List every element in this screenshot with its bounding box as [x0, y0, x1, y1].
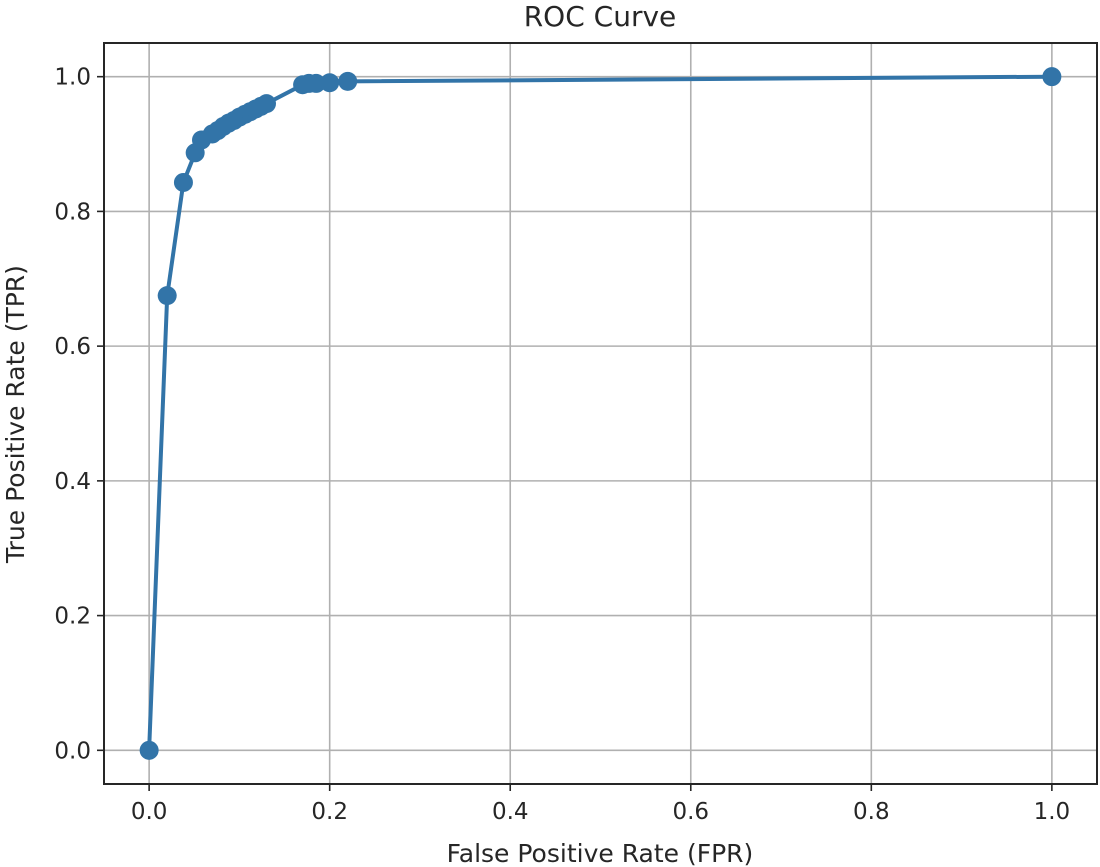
- x-tick-label-3: 0.6: [672, 799, 709, 825]
- axis-ticks: 0.0 0.2 0.4 0.6 0.8 1.0 0.0 0.2 0.4 0.6 0.8 1.0: [54, 65, 1070, 825]
- roc-curve-line: [147, 74, 1054, 753]
- x-tick-label-2: 0.4: [492, 799, 529, 825]
- roc-point-19: [320, 73, 340, 93]
- y-axis-title: True Positive Rate (TPR): [1, 265, 30, 564]
- plot-frame: [103, 42, 1098, 785]
- y-tick-label-2: 0.4: [54, 469, 91, 495]
- y-tick-label-3: 0.6: [54, 334, 91, 360]
- roc-point-15: [256, 94, 276, 114]
- y-tick-label-1: 0.2: [54, 604, 91, 630]
- roc-point-1: [157, 286, 177, 306]
- x-tick-label-1: 0.2: [311, 799, 348, 825]
- roc-point-18: [306, 73, 326, 93]
- x-axis-title: False Positive Rate (FPR): [447, 839, 754, 867]
- roc-point-2: [173, 172, 193, 192]
- chart-title: ROC Curve: [524, 0, 677, 33]
- x-tick-label-5: 1.0: [1034, 799, 1071, 825]
- roc-series: [139, 67, 1062, 760]
- x-tick-label-0: 0.0: [131, 799, 168, 825]
- y-tick-label-5: 1.0: [54, 65, 91, 91]
- y-tick-label-4: 0.8: [54, 199, 91, 225]
- grid-lines: [104, 43, 1097, 784]
- roc-point-21: [1042, 67, 1062, 87]
- roc-point-20: [338, 71, 358, 91]
- roc-point-0: [139, 740, 159, 760]
- x-tick-label-4: 0.8: [853, 799, 890, 825]
- y-tick-label-0: 0.0: [54, 738, 91, 764]
